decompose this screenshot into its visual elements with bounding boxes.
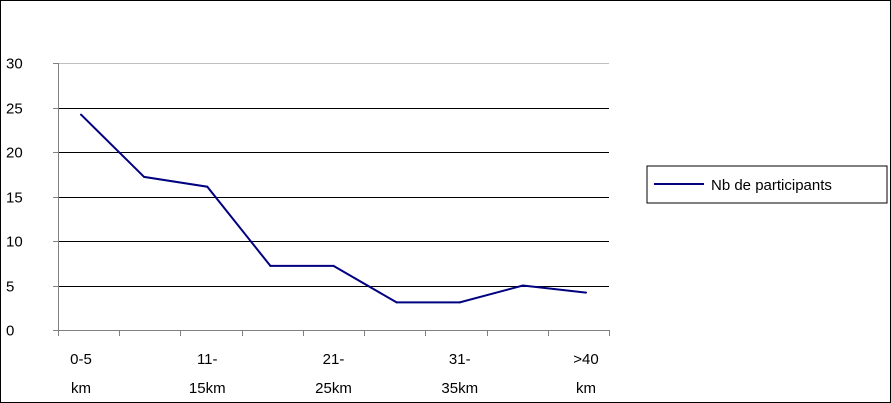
series-line [80, 113, 587, 304]
legend: Nb de participants [646, 165, 888, 204]
x-tick-label: 21-25km [315, 351, 352, 397]
x-axis-tick-labels: 0-5 km 11-15km 21-25km 31-35km >40 km [70, 351, 599, 397]
y-tick-label: 0 [6, 323, 14, 340]
data-point [206, 185, 209, 188]
legend-label: Nb de participants [711, 177, 832, 194]
x-tick-label: >40 km [573, 351, 598, 397]
y-axis-tick-labels: 0 5 10 15 20 25 30 [6, 56, 23, 340]
y-tick-label: 20 [6, 145, 23, 162]
x-tick-label: 0-5 km [70, 351, 92, 397]
axes [53, 63, 610, 336]
data-point [332, 264, 335, 267]
y-tick-label: 5 [6, 279, 14, 296]
x-tick-label: 11-15km [189, 351, 226, 397]
series-layer [80, 113, 587, 304]
y-tick-label: 25 [6, 101, 23, 118]
gridlines [58, 63, 609, 287]
data-point [521, 284, 524, 287]
y-tick-label: 15 [6, 190, 23, 207]
y-tick-label: 30 [6, 56, 23, 73]
data-point [143, 175, 146, 178]
data-point [269, 264, 272, 267]
y-tick-label: 10 [6, 234, 23, 251]
data-point [80, 113, 82, 116]
x-tick-label: 31-35km [441, 351, 478, 397]
data-point [395, 301, 398, 304]
data-point [458, 301, 461, 304]
data-point [585, 291, 587, 294]
